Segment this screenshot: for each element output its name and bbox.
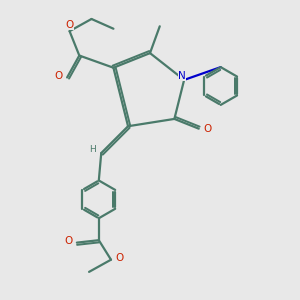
Text: O: O <box>116 254 124 263</box>
Text: O: O <box>203 124 212 134</box>
Text: N: N <box>178 71 186 81</box>
Text: O: O <box>65 20 74 30</box>
Text: O: O <box>55 71 63 81</box>
Text: H: H <box>89 145 96 154</box>
Text: O: O <box>64 236 73 246</box>
